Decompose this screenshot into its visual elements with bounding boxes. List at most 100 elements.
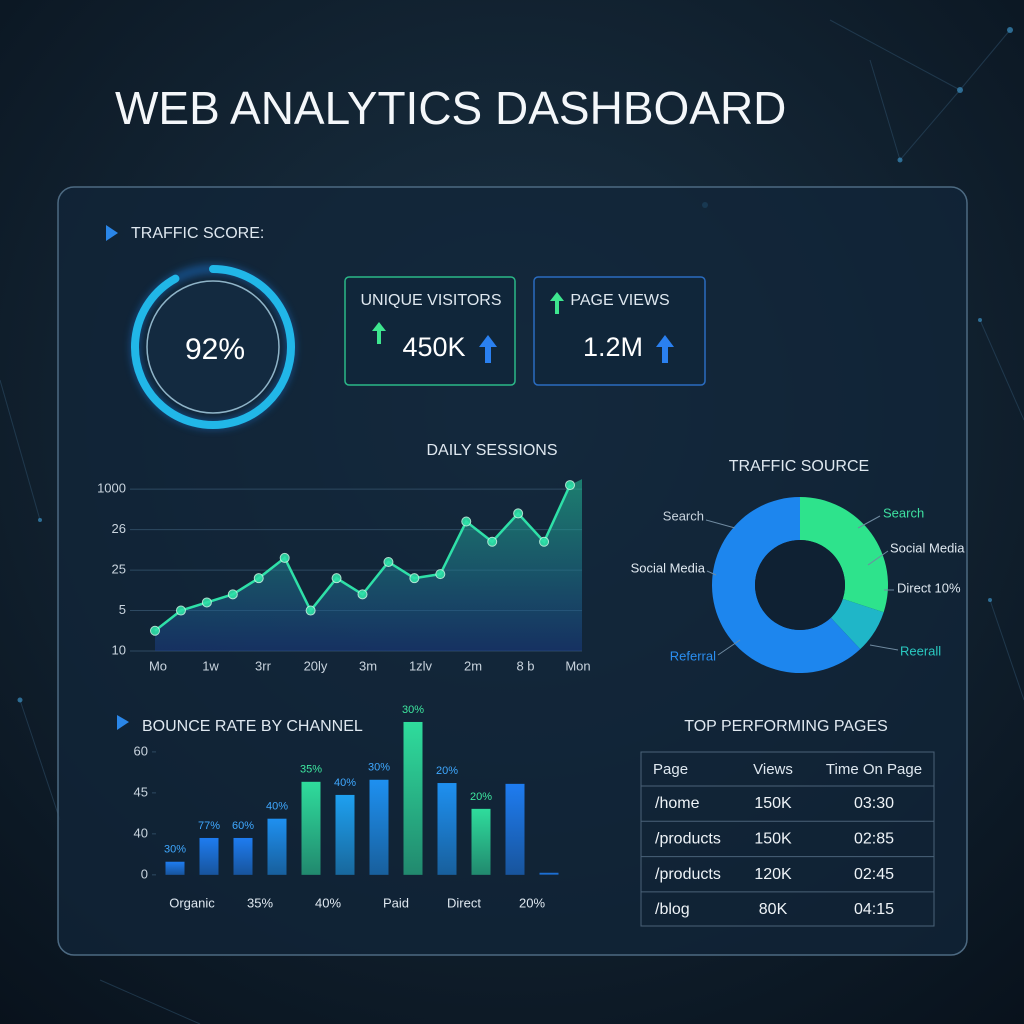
y-tick-label: 1000 <box>97 481 126 496</box>
bar-annotation: 30% <box>164 844 186 856</box>
bar-annotation: 30% <box>402 704 424 716</box>
table-cell: 02:85 <box>854 831 894 848</box>
bar-annotation: 35% <box>300 764 322 776</box>
bar <box>539 872 559 875</box>
data-point <box>357 589 368 600</box>
section-marker <box>117 715 129 730</box>
leader-line <box>857 515 881 529</box>
leader-line <box>717 639 741 656</box>
x-tick-label: 35% <box>247 895 273 910</box>
x-tick-label: Paid <box>383 895 409 910</box>
bar <box>369 779 389 875</box>
data-point <box>305 605 316 616</box>
table-cell: 04:15 <box>854 901 894 918</box>
table-cell: /products <box>655 831 721 848</box>
bar <box>335 794 355 875</box>
traffic-score-label: TRAFFIC SCORE: <box>131 225 264 242</box>
bar-annotation: 30% <box>368 762 390 774</box>
data-point <box>513 508 524 519</box>
table-frame <box>640 751 935 927</box>
up-arrow <box>479 335 497 363</box>
leader-line <box>867 550 889 566</box>
table-cell: 120K <box>754 866 792 883</box>
data-point <box>539 536 550 547</box>
data-point <box>461 516 472 527</box>
y-tick-label: 10 <box>112 642 126 657</box>
x-tick-label: Organic <box>169 895 215 910</box>
gauge-value: 92% <box>185 333 245 366</box>
up-arrow <box>550 292 564 314</box>
slice-label: Search <box>663 508 704 523</box>
up-arrow <box>372 322 386 344</box>
y-tick-label: 0 <box>141 866 148 881</box>
data-point <box>150 625 160 636</box>
bar-annotation: 40% <box>266 801 288 813</box>
page-title: WEB ANALYTICS DASHBOARD <box>115 82 786 134</box>
slice-label: Direct 10% <box>897 580 961 595</box>
x-tick-label: Mo <box>149 658 167 673</box>
kpi-value: 450K <box>402 332 465 362</box>
table-title: TOP PERFORMING PAGES <box>684 718 888 735</box>
chart-title: BOUNCE RATE BY CHANNEL <box>142 718 363 735</box>
bar-annotation: 20% <box>436 765 458 777</box>
chart-title: TRAFFIC SOURCE <box>729 458 869 475</box>
data-point <box>331 573 342 584</box>
x-tick-label: 40% <box>315 895 341 910</box>
data-point <box>409 573 420 584</box>
slice-label: Social Media <box>890 540 965 555</box>
bar-annotation: 60% <box>232 820 254 832</box>
kpi-value: 1.2M <box>583 332 643 362</box>
bar <box>267 818 287 875</box>
leader-line <box>705 519 736 529</box>
leader-line <box>869 644 899 651</box>
data-point <box>253 573 264 584</box>
x-tick-label: 3m <box>359 658 377 673</box>
kpi-label: PAGE VIEWS <box>570 292 669 309</box>
x-tick-label: 20ly <box>304 658 328 673</box>
donut-hole <box>755 540 845 630</box>
y-tick-label: 45 <box>134 784 148 799</box>
section-marker <box>106 225 118 241</box>
kpi-label: UNIQUE VISITORS <box>360 292 501 309</box>
table-header: Page <box>653 761 688 778</box>
data-point <box>227 589 238 600</box>
table-cell: 150K <box>754 831 792 848</box>
up-arrow <box>656 335 674 363</box>
x-tick-label: 1w <box>202 658 219 673</box>
area-fill <box>155 479 582 651</box>
bar <box>233 837 253 875</box>
gauge-arc <box>131 265 295 429</box>
x-tick-label: Mon <box>565 658 590 673</box>
bar <box>199 837 219 875</box>
gauge-inner <box>146 280 280 414</box>
table-cell: 02:45 <box>854 866 894 883</box>
slice-label: Reerall <box>900 643 941 658</box>
chart-title: DAILY SESSIONS <box>426 442 557 459</box>
y-tick-label: 26 <box>112 521 126 536</box>
bar <box>505 783 525 875</box>
table-cell: /products <box>655 866 721 883</box>
table-cell: 150K <box>754 795 792 812</box>
table-cell: 03:30 <box>854 795 894 812</box>
donut-slice <box>800 497 889 613</box>
data-point <box>201 597 212 608</box>
table-cell: /home <box>655 795 700 812</box>
bar-annotation: 40% <box>334 777 356 789</box>
leader-line <box>706 570 717 576</box>
slice-label: Social Media <box>631 560 706 575</box>
slice-label: Referral <box>670 648 716 663</box>
bar-annotation: 20% <box>470 791 492 803</box>
data-point <box>565 480 575 491</box>
data-point <box>383 556 394 567</box>
table-header: Time On Page <box>826 761 922 778</box>
bar <box>403 721 423 875</box>
x-tick-label: Direct <box>447 895 481 910</box>
y-tick-label: 60 <box>134 743 148 758</box>
bar <box>471 808 491 875</box>
x-tick-label: 2m <box>464 658 482 673</box>
x-tick-label: 20% <box>519 895 545 910</box>
table-cell: /blog <box>655 901 690 918</box>
kpi-card <box>344 276 516 386</box>
bar <box>165 861 185 875</box>
